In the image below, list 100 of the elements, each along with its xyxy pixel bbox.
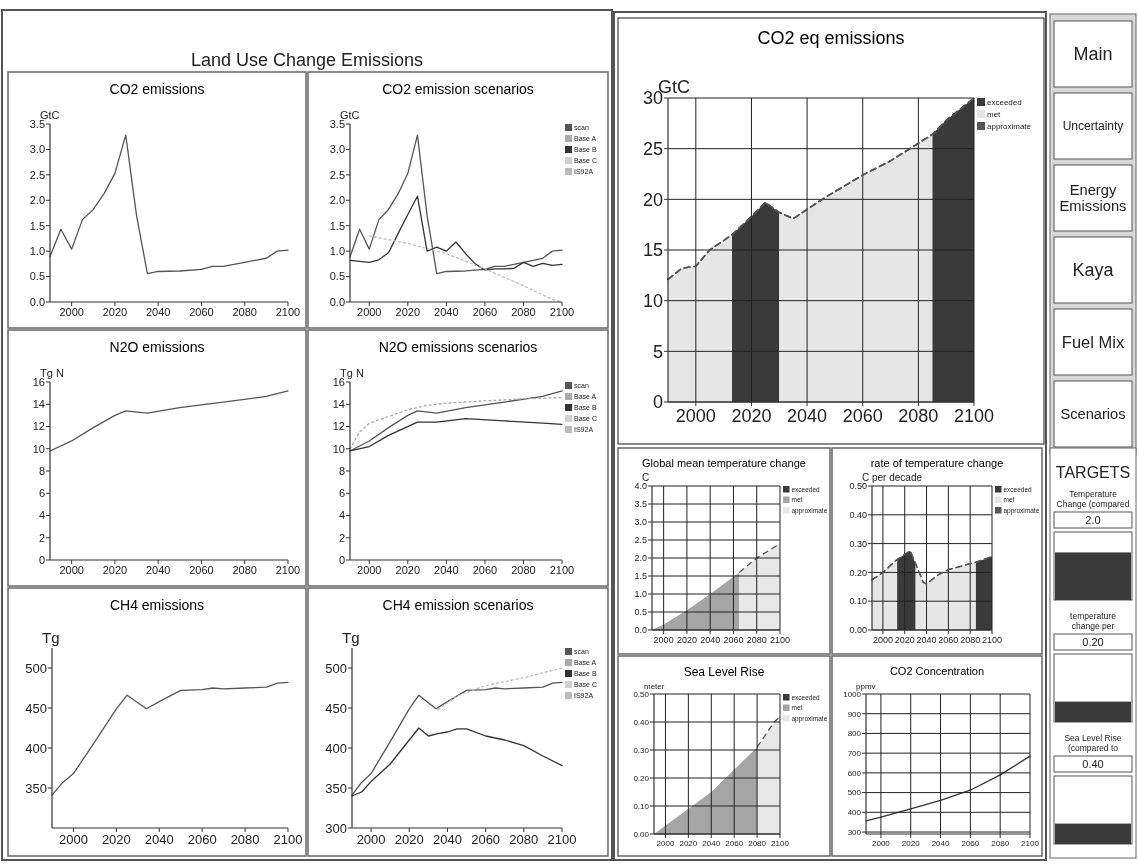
line-series [349,134,563,275]
y-tick-label: 300 [325,820,347,836]
y-tick-label: 2.0 [29,194,45,207]
x-tick-label: 2080 [748,838,767,848]
y-tick-label: 0.10 [633,801,650,811]
text: 0.20 [1082,636,1104,648]
y-tick-label: 2.0 [634,553,647,564]
y-tick-label: 0.40 [633,717,650,727]
legend-label: met [987,109,1002,119]
y-tick-label: 500 [325,660,347,676]
legend-label: exceeded [987,97,1022,107]
x-tick-label: 2100 [273,832,303,848]
x-tick-label: 2020 [894,634,915,645]
x-tick-label: 2000 [872,838,891,848]
y-tick-label: 500 [25,660,47,676]
y-tick-label: 0 [338,553,345,566]
x-tick-label: 2100 [549,564,575,577]
x-tick-label: 2000 [357,306,382,319]
x-tick-label: 2100 [1021,838,1040,848]
x-tick-label: 2080 [511,564,536,577]
y-tick-label: 5 [652,341,663,362]
y-tick-label: 0.10 [849,596,867,607]
x-tick-label: 2060 [725,838,744,848]
text: Sea Level Rise (compared to [1064,733,1122,753]
x-tick-label: 2080 [960,634,981,645]
x-tick-label: 2020 [394,832,424,848]
line-series [49,134,289,275]
y-tick-label: 400 [847,808,862,818]
x-tick-label: 2040 [787,406,828,427]
x-tick-label: 2080 [511,306,536,319]
y-tick-label: 0.30 [633,745,650,755]
y-tick-label: 0.00 [633,829,650,839]
x-tick-label: 2060 [189,564,214,577]
y-tick-label: 450 [325,700,347,716]
y-tick-label: 20 [642,189,663,210]
chart-title: CH4 emissions [109,597,205,613]
y-tick-label: 1.5 [634,571,647,582]
x-tick-label: 2080 [232,306,257,319]
y-axis-title: C [642,472,650,483]
x-tick-label: 2000 [872,634,893,645]
text: Kaya [1072,260,1115,281]
y-tick-label: 800 [847,729,862,739]
y-tick-label: 10 [642,290,663,311]
x-tick-label: 2040 [931,838,950,848]
x-tick-label: 2020 [676,634,697,645]
x-tick-label: 2080 [232,564,257,577]
y-tick-label: 0.0 [634,625,647,636]
y-tick-label: 14 [32,398,45,411]
x-tick-label: 2100 [275,564,301,577]
x-tick-label: 2100 [953,406,995,427]
y-tick-label: 12 [332,420,345,433]
y-tick-label: 0.0 [329,295,345,308]
text: 2.0 [1085,514,1101,526]
y-tick-label: 1.5 [329,219,345,232]
text: Energy Emissions [1059,182,1127,215]
y-tick-label: 3.0 [634,517,647,528]
y-tick-label: 0 [652,392,663,413]
chart-title: CO2 emission scenarios [382,81,534,97]
y-tick-label: 700 [847,748,862,758]
line-series [51,681,289,796]
y-tick-label: 8 [38,464,45,477]
y-tick-label: 2.5 [634,535,647,546]
x-tick-label: 2060 [723,634,744,645]
line-series [351,681,563,796]
x-tick-label: 2020 [102,564,128,577]
x-tick-label: 2040 [144,832,174,848]
y-tick-label: 0.20 [633,773,650,783]
x-tick-label: 2040 [432,832,462,848]
y-tick-label: 450 [25,700,47,716]
y-tick-label: 0.50 [633,689,650,699]
chart-title: Global mean temperature change [642,457,806,469]
y-tick-label: 8 [338,464,345,477]
x-tick-label: 2060 [187,832,217,848]
x-tick-label: 2060 [842,406,883,427]
text: Land Use Change Emissions [190,50,424,70]
y-tick-label: 500 [847,788,862,798]
y-axis-title: meter [644,682,665,691]
chart-title: CH4 emission scenarios [382,597,534,613]
y-tick-label: 6 [38,487,45,500]
x-tick-label: 2100 [771,838,790,848]
y-tick-label: 1.5 [29,219,45,232]
y-tick-label: 4.0 [634,481,647,492]
y-axis-title: Tg [342,629,360,646]
x-tick-label: 2080 [991,838,1010,848]
text: Uncertainty [1062,119,1124,134]
x-tick-label: 2000 [59,306,84,319]
chart-title: CO2 emissions [109,81,205,97]
y-axis-title: GtC [40,109,60,121]
text: 0.40 [1082,758,1104,770]
y-tick-label: 0.50 [849,481,867,492]
y-tick-label: 2 [338,531,345,544]
y-tick-label: 0.30 [849,538,867,549]
x-tick-label: 2060 [938,634,959,645]
y-tick-label: 25 [642,138,663,159]
y-tick-label: 0.00 [849,625,867,636]
x-tick-label: 2020 [102,306,128,319]
x-tick-label: 2060 [471,832,501,848]
y-tick-label: 400 [325,740,347,756]
chart-title: rate of temperature change [870,457,1004,469]
text: Main [1073,44,1113,65]
